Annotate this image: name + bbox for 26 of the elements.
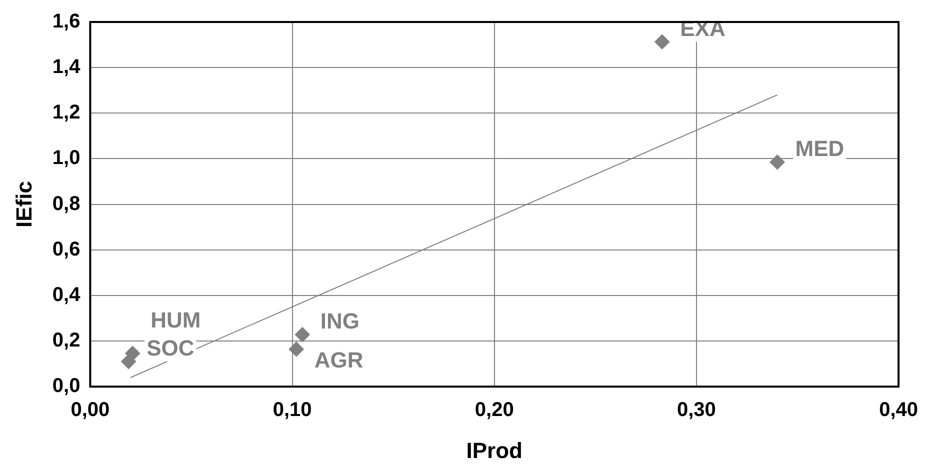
y-tick-label: 0,4 — [52, 284, 82, 306]
point — [770, 154, 785, 170]
y-tick-label: 0,2 — [52, 330, 80, 352]
y-tick-label: 1,4 — [52, 56, 82, 78]
y-tick-label: 0,0 — [52, 375, 80, 398]
x-tick-label: 0,00 — [70, 399, 110, 422]
series-label: SOC — [146, 336, 194, 361]
x-axis-title: IProd — [466, 438, 522, 463]
x-tick-label: 0,10 — [272, 399, 312, 422]
x-tick-label: 0,20 — [474, 399, 514, 422]
series-label: AGR — [314, 347, 364, 372]
point — [121, 354, 136, 370]
point — [654, 34, 670, 50]
point — [294, 327, 310, 342]
series-label: HUM — [150, 307, 201, 332]
series-label: ING — [320, 308, 360, 334]
y-tick-label: 1,6 — [52, 10, 80, 33]
y-tick-label: 0,8 — [52, 192, 80, 215]
y-tick-label: 1,2 — [52, 102, 80, 124]
x-tick-label: 0,30 — [676, 399, 716, 422]
y-tick-label: 0,6 — [52, 238, 80, 260]
series-label: MED — [795, 136, 844, 162]
y-tick-label: 1,0 — [52, 147, 80, 170]
y-axis-title: IEfic — [11, 181, 36, 228]
x-tick-label: 0,40 — [879, 399, 918, 422]
point — [288, 342, 304, 357]
